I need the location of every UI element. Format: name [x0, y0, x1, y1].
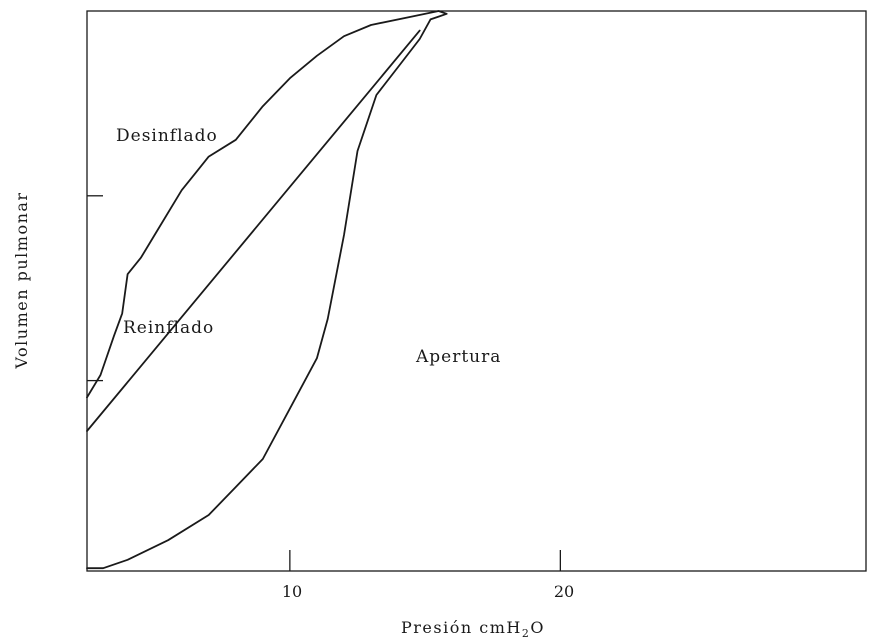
- hysteresis-loop-line: [86, 10, 448, 570]
- x-tick-label-10: 10: [282, 582, 302, 601]
- annotation-reinflado: Reinflado: [123, 318, 214, 338]
- compliance-line: [86, 29, 421, 432]
- x-tick-label-20: 20: [554, 582, 574, 601]
- x-axis-title: Presión cmH2O: [401, 618, 545, 639]
- y-axis-title: Volumen pulmonar: [12, 191, 31, 369]
- annotation-desinflado: Desinflado: [116, 126, 218, 146]
- annotation-apertura: Apertura: [415, 347, 501, 367]
- plot-frame: [86, 10, 867, 572]
